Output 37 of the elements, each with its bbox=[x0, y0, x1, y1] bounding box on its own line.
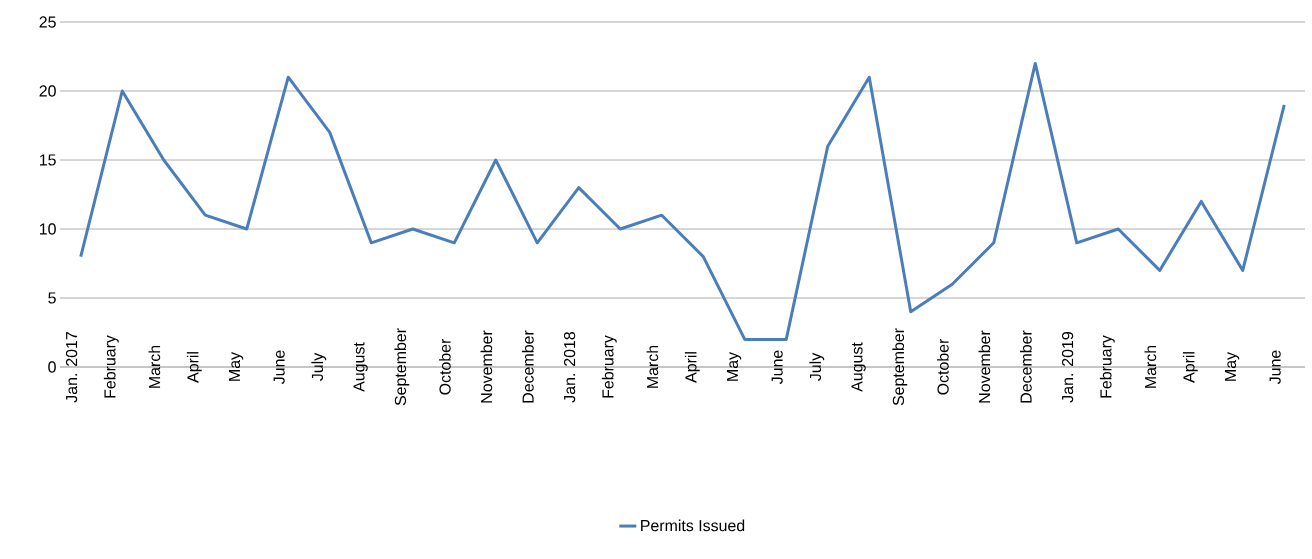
x-tick-label: June bbox=[1269, 350, 1281, 385]
x-tick-label: August bbox=[353, 342, 368, 392]
x-tick-label: September bbox=[394, 328, 410, 406]
x-tick-label: May bbox=[228, 351, 244, 381]
x-tick-label: April bbox=[1182, 352, 1198, 383]
y-tick-label: 5 bbox=[48, 292, 56, 304]
x-tick-label: May bbox=[726, 351, 742, 381]
y-tick-label: 20 bbox=[39, 85, 56, 97]
x-tick-label: July bbox=[311, 352, 327, 381]
x-tick-label: Jan. 2018 bbox=[563, 331, 576, 403]
y-tick-label: 15 bbox=[39, 154, 56, 166]
x-tick-label: May bbox=[1224, 351, 1240, 381]
x-tick-label: September bbox=[892, 328, 908, 406]
x-tick-label: Jan. 2017 bbox=[65, 332, 78, 403]
x-tick-label: December bbox=[1020, 330, 1032, 403]
x-tick-label: March bbox=[148, 345, 161, 388]
y-tick-label: 10 bbox=[39, 223, 56, 235]
x-tick-label: July bbox=[809, 352, 825, 381]
x-tick-label: April bbox=[186, 352, 202, 383]
x-tick-label: February bbox=[1099, 335, 1115, 398]
x-tick-label: April bbox=[684, 352, 700, 383]
x-tick-label: November bbox=[978, 330, 991, 403]
legend-label: Permits Issued bbox=[641, 519, 745, 532]
x-tick-label: March bbox=[646, 345, 659, 388]
x-tick-label: November bbox=[480, 330, 493, 403]
x-tick-label: August bbox=[851, 342, 866, 392]
x-tick-label: December bbox=[522, 330, 534, 403]
x-tick-label: February bbox=[103, 335, 119, 398]
x-tick-label: Jan. 2019 bbox=[1061, 332, 1074, 403]
x-tick-label: June bbox=[771, 350, 783, 385]
y-tick-label: 25 bbox=[39, 16, 56, 28]
x-tick-label: October bbox=[937, 338, 949, 395]
x-tick-label: June bbox=[273, 350, 285, 385]
x-tick-label: October bbox=[439, 338, 451, 395]
y-tick-label: 0 bbox=[48, 361, 56, 373]
x-tick-label: February bbox=[601, 335, 617, 398]
x-tick-label: March bbox=[1144, 345, 1157, 388]
